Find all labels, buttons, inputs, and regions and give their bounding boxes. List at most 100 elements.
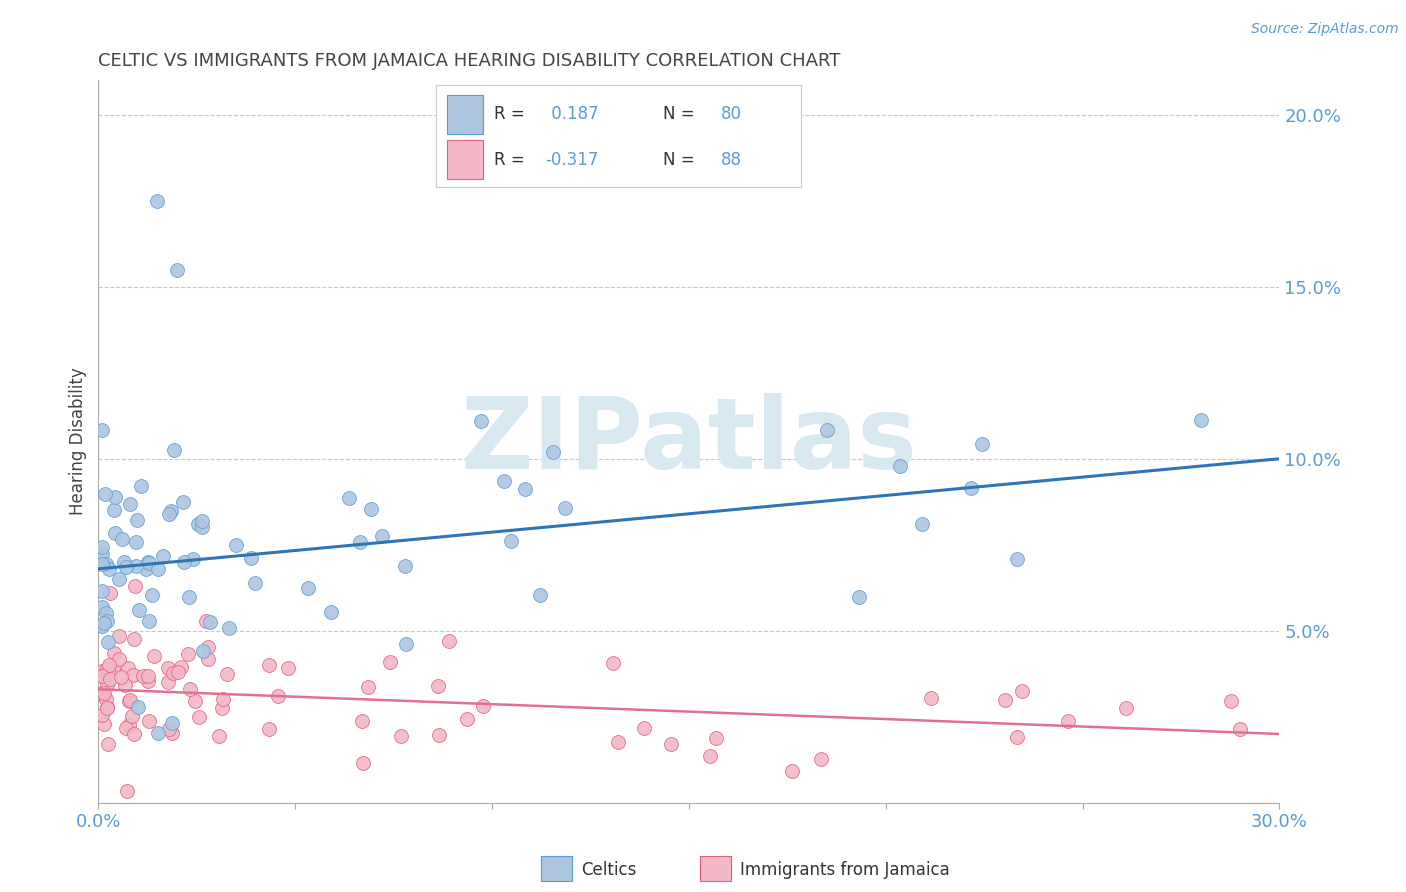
Point	[108, 572, 131, 586]
Point	[157, 507, 180, 521]
Text: Source: ZipAtlas.com: Source: ZipAtlas.com	[1251, 22, 1399, 37]
Point	[98, 658, 121, 673]
Point	[1115, 701, 1137, 715]
Point	[456, 712, 478, 726]
Point	[94, 606, 117, 620]
Point	[186, 517, 208, 532]
Point	[607, 735, 630, 749]
Point	[138, 614, 160, 628]
Point	[1057, 714, 1080, 729]
Point	[96, 700, 118, 714]
Point	[148, 561, 170, 575]
Point	[499, 533, 522, 548]
Point	[215, 666, 238, 681]
Point	[177, 647, 200, 661]
Point	[360, 501, 382, 516]
Point	[138, 555, 160, 569]
Point	[143, 648, 166, 663]
Point	[960, 481, 983, 495]
Point	[212, 691, 235, 706]
Point	[118, 718, 141, 732]
Point	[146, 194, 169, 208]
Point	[96, 662, 118, 676]
Point	[91, 423, 114, 437]
Point	[107, 629, 129, 643]
Y-axis label: Hearing Disability: Hearing Disability	[69, 368, 87, 516]
Point	[91, 557, 114, 571]
Point	[187, 710, 209, 724]
Point	[395, 637, 418, 651]
Point	[125, 558, 148, 573]
Point	[96, 614, 118, 628]
Bar	[447, 140, 484, 179]
Point	[127, 699, 149, 714]
Point	[659, 737, 682, 751]
Text: -0.317: -0.317	[546, 151, 599, 169]
Text: Immigrants from Jamaica: Immigrants from Jamaica	[740, 861, 949, 879]
Point	[170, 659, 193, 673]
Point	[94, 691, 117, 706]
Point	[699, 749, 721, 764]
Point	[1229, 722, 1251, 736]
Point	[157, 674, 180, 689]
Point	[96, 677, 118, 691]
Point	[172, 494, 194, 508]
Point	[225, 538, 247, 552]
Point	[100, 672, 122, 686]
Point	[118, 694, 141, 708]
Point	[124, 535, 146, 549]
Point	[394, 559, 416, 574]
Point	[357, 680, 380, 694]
Point	[197, 651, 219, 665]
Point	[815, 423, 838, 437]
Point	[91, 619, 114, 633]
Point	[108, 652, 131, 666]
Point	[103, 503, 125, 517]
Point	[191, 520, 214, 534]
Point	[183, 693, 205, 707]
Point	[96, 701, 118, 715]
Point	[513, 483, 536, 497]
Point	[911, 517, 934, 532]
Point	[1011, 684, 1033, 698]
Point	[162, 666, 184, 681]
Point	[103, 662, 125, 676]
Point	[157, 723, 180, 737]
Point	[181, 552, 204, 566]
Point	[163, 443, 186, 458]
Point	[633, 721, 655, 735]
Point	[91, 600, 114, 615]
Point	[207, 729, 229, 743]
Point	[91, 687, 114, 701]
Point	[152, 549, 174, 564]
Point	[115, 784, 138, 798]
Point	[97, 562, 120, 576]
Point	[167, 665, 190, 679]
Point	[127, 513, 149, 527]
Point	[122, 632, 145, 646]
Point	[352, 714, 374, 729]
Text: 80: 80	[721, 105, 742, 123]
Point	[378, 655, 401, 669]
Point	[437, 633, 460, 648]
Point	[104, 526, 127, 541]
Point	[97, 635, 120, 649]
Point	[920, 691, 942, 706]
Point	[602, 657, 624, 671]
Point	[352, 756, 374, 770]
Point	[160, 504, 183, 518]
Point	[198, 615, 221, 629]
Point	[349, 535, 371, 549]
Point	[91, 669, 114, 683]
Point	[337, 491, 360, 505]
Point	[120, 692, 142, 706]
Point	[91, 583, 114, 598]
Point	[191, 644, 214, 658]
Point	[889, 459, 911, 474]
Point	[91, 547, 114, 561]
Point	[267, 689, 290, 703]
Point	[117, 661, 139, 675]
Point	[297, 581, 319, 595]
Point	[93, 717, 115, 731]
Point	[148, 726, 170, 740]
